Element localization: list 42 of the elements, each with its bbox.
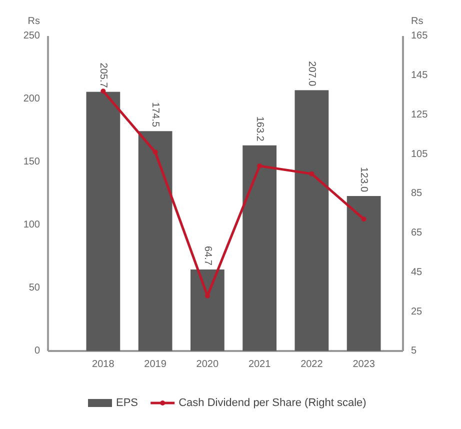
data-label: 163.2 xyxy=(254,116,265,142)
bar xyxy=(86,92,120,351)
point xyxy=(361,216,366,222)
data-label: 207.0 xyxy=(306,61,318,87)
y-tick-label: 150 xyxy=(23,156,40,168)
y2-tick-label: 25 xyxy=(411,306,423,318)
legend-label: EPS xyxy=(116,396,138,409)
data-label: 64.7 xyxy=(202,246,213,266)
legend-label: Cash Dividend per Share (Right scale) xyxy=(178,396,366,409)
y-tick-label: 0 xyxy=(34,346,40,357)
x-tick-label: 2022 xyxy=(300,359,324,370)
y2-tick-label: 125 xyxy=(411,109,428,120)
y-axis-title: Rs xyxy=(28,16,40,27)
y2-tick-label: 105 xyxy=(411,148,428,160)
x-tick-label: 2021 xyxy=(248,359,272,370)
point xyxy=(100,88,106,94)
bar xyxy=(190,269,224,351)
point xyxy=(152,150,158,155)
bar xyxy=(346,196,381,351)
x-tick-label: 2018 xyxy=(92,359,115,370)
data-label: 123.0 xyxy=(358,166,370,192)
y2-tick-label: 5 xyxy=(411,346,417,357)
x-tick-label: 2023 xyxy=(352,359,376,370)
data-label: 174.5 xyxy=(150,102,161,128)
y-tick-label: 50 xyxy=(28,282,40,294)
y-tick-label: 250 xyxy=(23,30,40,42)
y2-tick-label: 65 xyxy=(411,228,423,239)
y-tick-label: 200 xyxy=(23,94,40,105)
y2-tick-label: 85 xyxy=(411,188,423,200)
x-tick-label: 2019 xyxy=(144,359,167,370)
y2-axis-title: Rs xyxy=(411,16,424,27)
point xyxy=(257,163,262,168)
bar xyxy=(138,131,172,351)
bar xyxy=(242,145,277,351)
y2-tick-label: 145 xyxy=(411,70,428,82)
y-tick-label: 100 xyxy=(23,220,40,231)
y2-tick-label: 45 xyxy=(411,266,423,278)
point xyxy=(309,171,314,176)
bar xyxy=(294,90,329,351)
y2-tick-label: 165 xyxy=(411,30,428,42)
x-tick-label: 2020 xyxy=(196,359,219,370)
data-label: 205.7 xyxy=(98,62,109,88)
